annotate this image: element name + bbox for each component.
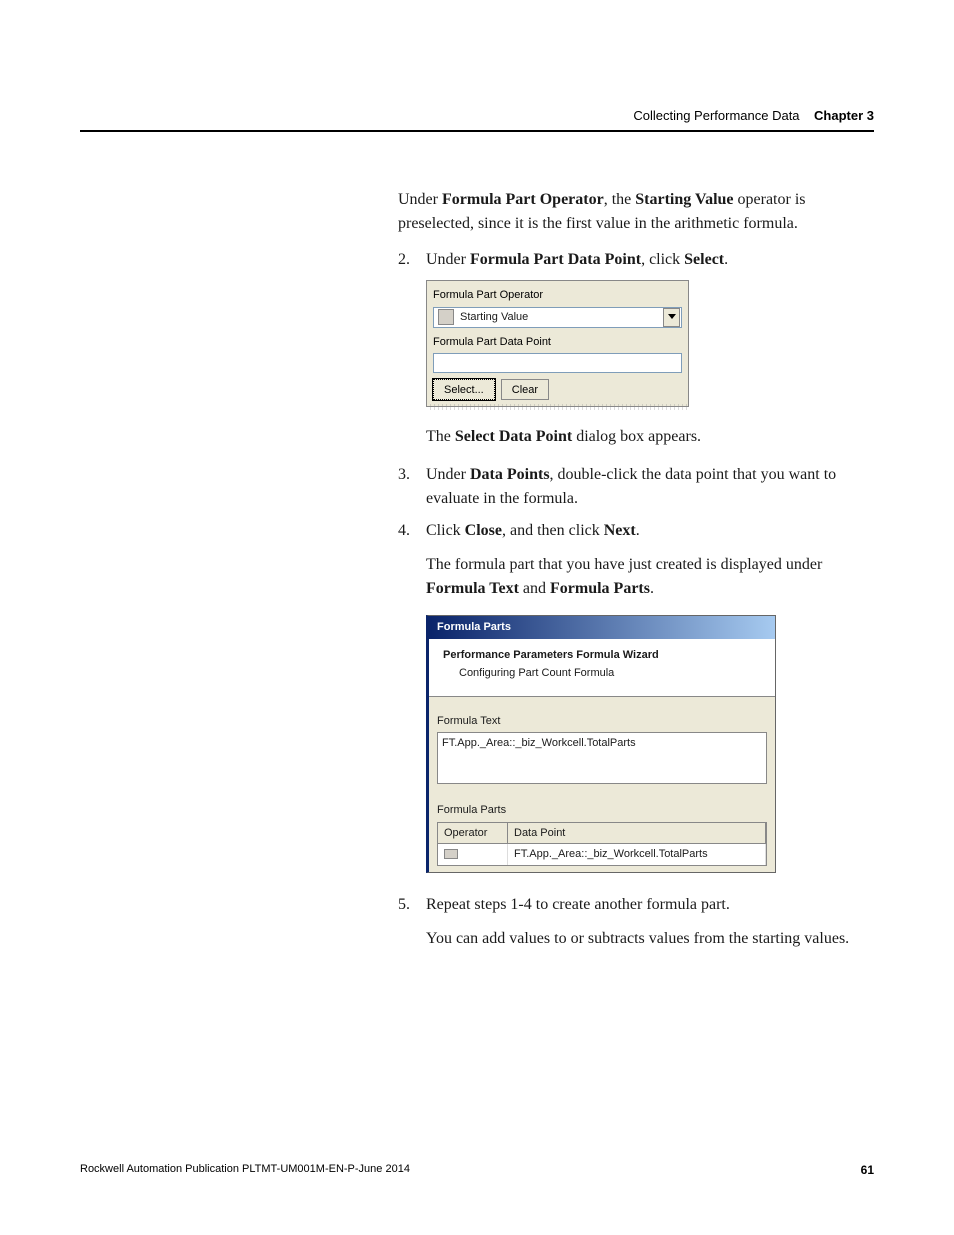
wizard-titlebar: Formula Parts bbox=[429, 616, 775, 639]
torn-edge-icon bbox=[427, 404, 688, 410]
label-formula-part-data-point: Formula Part Data Point bbox=[433, 334, 682, 351]
starting-value-combo[interactable]: Starting Value bbox=[433, 307, 682, 328]
after-step4-text: The formula part that you have just crea… bbox=[426, 553, 874, 601]
select-button[interactable]: Select... bbox=[433, 379, 495, 400]
step-4: 4. Click Close, and then click Next. bbox=[398, 519, 874, 543]
label-formula-part-operator: Formula Part Operator bbox=[433, 287, 682, 304]
data-point-input[interactable] bbox=[433, 353, 682, 373]
col-data-point: Data Point bbox=[508, 823, 766, 845]
main-content: Under Formula Part Operator, the Startin… bbox=[398, 188, 874, 951]
header-rule bbox=[80, 130, 874, 132]
wizard-header: Performance Parameters Formula Wizard Co… bbox=[429, 639, 775, 697]
step-4-body: Click Close, and then click Next. bbox=[426, 519, 874, 543]
wizard-header-title: Performance Parameters Formula Wizard bbox=[443, 647, 761, 664]
combo-icon bbox=[438, 309, 454, 325]
footer-publication: Rockwell Automation Publication PLTMT-UM… bbox=[80, 1163, 410, 1177]
intro-paragraph: Under Formula Part Operator, the Startin… bbox=[398, 188, 874, 236]
label-formula-text: Formula Text bbox=[437, 713, 767, 730]
chevron-down-icon[interactable] bbox=[663, 308, 680, 327]
step-5-number: 5. bbox=[398, 893, 426, 917]
formula-text-box[interactable]: FT.App._Area::_biz_Workcell.TotalParts bbox=[437, 732, 767, 784]
step-2-body: Under Formula Part Data Point, click Sel… bbox=[426, 248, 874, 272]
header-chapter: Chapter 3 bbox=[814, 108, 874, 123]
cell-operator bbox=[438, 844, 508, 865]
step-2-number: 2. bbox=[398, 248, 426, 272]
step-3-body: Under Data Points, double-click the data… bbox=[426, 463, 874, 511]
header-section: Collecting Performance Data bbox=[633, 108, 799, 123]
step-3: 3. Under Data Points, double-click the d… bbox=[398, 463, 874, 511]
formula-part-dialog: Formula Part Operator Starting Value For… bbox=[426, 280, 689, 407]
formula-parts-grid: Operator Data Point FT.App._Area::_biz_W… bbox=[437, 822, 767, 866]
combo-value: Starting Value bbox=[458, 309, 663, 326]
step-5: 5. Repeat steps 1-4 to create another fo… bbox=[398, 893, 874, 917]
step-5-body: Repeat steps 1-4 to create another formu… bbox=[426, 893, 874, 917]
footer-page-number: 61 bbox=[861, 1163, 874, 1177]
operator-icon bbox=[444, 849, 458, 859]
clear-button[interactable]: Clear bbox=[501, 379, 549, 400]
grid-data-row[interactable]: FT.App._Area::_biz_Workcell.TotalParts bbox=[438, 844, 766, 865]
cell-data-point: FT.App._Area::_biz_Workcell.TotalParts bbox=[508, 844, 766, 865]
grid-header-row: Operator Data Point bbox=[438, 823, 766, 845]
page-header: Collecting Performance Data Chapter 3 bbox=[633, 108, 874, 123]
formula-parts-wizard: Formula Parts Performance Parameters For… bbox=[426, 615, 776, 873]
label-formula-parts: Formula Parts bbox=[437, 802, 767, 819]
wizard-header-subtitle: Configuring Part Count Formula bbox=[459, 665, 761, 682]
col-operator: Operator bbox=[438, 823, 508, 845]
after-step5-text: You can add values to or subtracts value… bbox=[426, 927, 874, 951]
step-4-number: 4. bbox=[398, 519, 426, 543]
page-footer: Rockwell Automation Publication PLTMT-UM… bbox=[80, 1163, 874, 1177]
step-2: 2. Under Formula Part Data Point, click … bbox=[398, 248, 874, 272]
after-dlg1-text: The Select Data Point dialog box appears… bbox=[426, 425, 874, 449]
step-3-number: 3. bbox=[398, 463, 426, 511]
